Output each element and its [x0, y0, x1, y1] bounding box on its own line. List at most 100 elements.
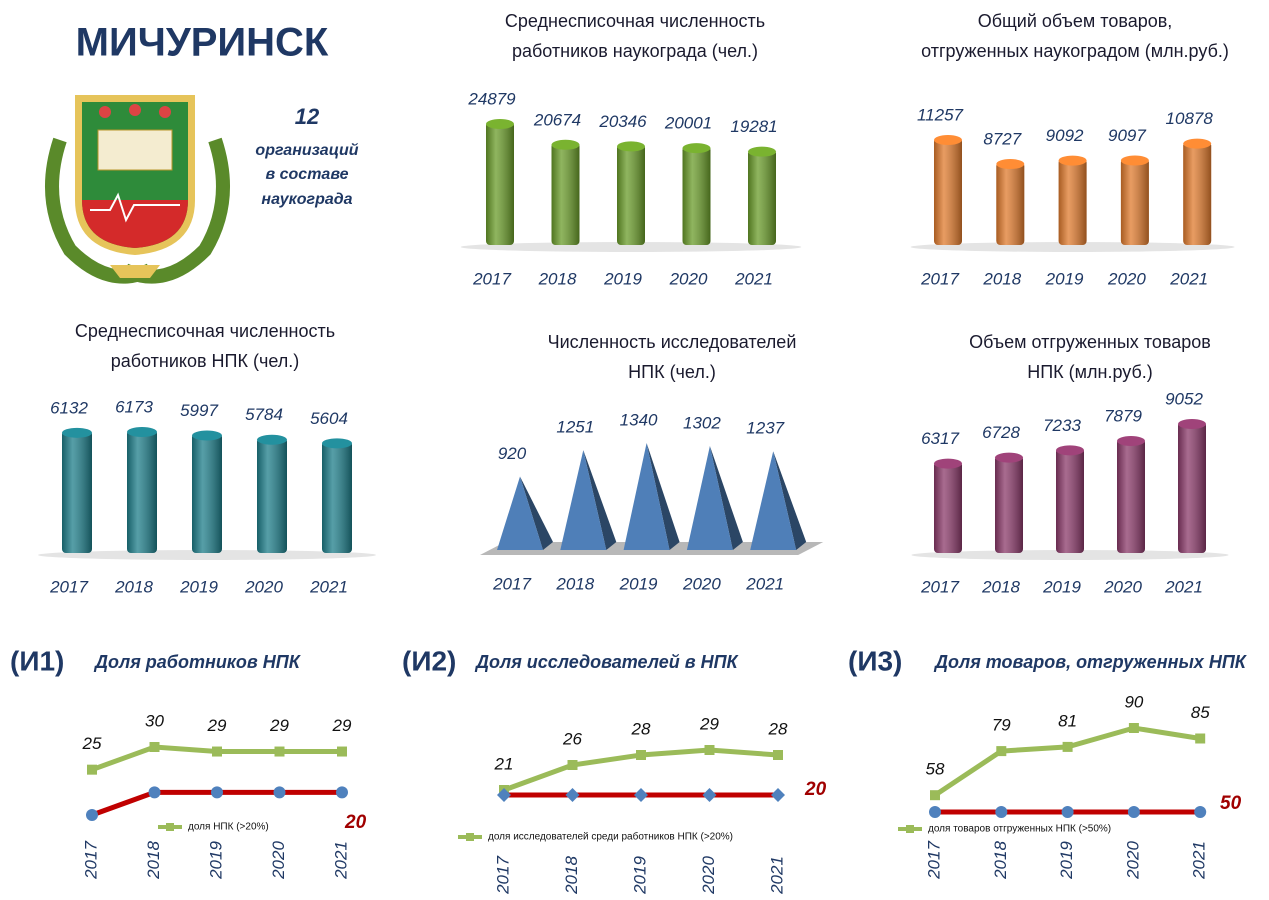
marker [274, 746, 285, 757]
bar-shade [322, 441, 352, 553]
bar-shade [748, 149, 776, 245]
marker [87, 764, 97, 775]
marker [929, 806, 941, 818]
floor-shadow [38, 550, 376, 560]
value-label: 7233 [1043, 416, 1081, 435]
x-tick-label: 2019 [1045, 269, 1084, 288]
legend-marker [466, 833, 474, 841]
note-number: 12 [295, 104, 320, 129]
bar-top [192, 430, 222, 441]
pyramid-side [709, 446, 743, 550]
bar-shade [617, 144, 645, 245]
x-tick-label: 2018 [114, 577, 153, 596]
marker [702, 788, 717, 802]
chart: (И3) Доля товаров, отгруженных НПК 2017 201… [848, 645, 1248, 880]
bar-shade [1117, 438, 1145, 553]
marker [565, 788, 580, 802]
x-tick-label: 2018 [555, 574, 594, 593]
value-label: 1237 [746, 419, 784, 438]
x-tick-label: 2018 [538, 269, 577, 288]
city-title: МИЧУРИНСК [76, 21, 329, 65]
value-label: 6317 [921, 429, 959, 448]
x-tick-label: 2019 [630, 856, 649, 895]
note-line: организаций [255, 142, 358, 159]
bar-shade [551, 142, 580, 245]
x-tick-label: 2017 [49, 577, 88, 596]
x-tick-label: 2020 [669, 269, 708, 288]
chart-title: Численность исследователей [548, 332, 797, 352]
pyramid [750, 451, 797, 550]
x-tick-label: 2021 [734, 269, 773, 288]
x-tick-label: 2018 [981, 577, 1020, 596]
floor-shadow [910, 242, 1235, 252]
bar-shade [682, 146, 711, 245]
value-label: 9097 [1108, 126, 1146, 145]
chart-title: НПК (млн.руб.) [1027, 362, 1153, 382]
value-label: 7879 [1104, 406, 1142, 425]
bar-shade [62, 430, 92, 553]
x-tick-label: 2017 [920, 269, 959, 288]
value-label: 21 [494, 754, 514, 773]
x-tick-label: 2020 [1107, 269, 1146, 288]
chart-title: отгруженных наукоградом (млн.руб.) [921, 41, 1229, 61]
value-label: 19281 [730, 117, 777, 136]
bar-top [257, 434, 287, 445]
series-line [933, 725, 1201, 798]
bar-top [322, 438, 352, 449]
threshold-label: 20 [804, 779, 827, 800]
bar-top [996, 159, 1025, 170]
chart-title: Доля исследователей в НПК [474, 652, 740, 672]
legend-label: доля товаров отгруженных НПК (>50%) [928, 824, 1111, 835]
value-label: 5997 [180, 401, 218, 420]
bar-shade [995, 455, 1023, 553]
x-tick-label: 2018 [991, 841, 1010, 880]
x-tick-label: 2020 [699, 856, 718, 895]
x-tick-label: 2018 [982, 269, 1021, 288]
chart-title: Среднесписочная численность [75, 321, 335, 341]
value-label: 29 [699, 714, 719, 733]
bar-top [617, 141, 645, 152]
note-line: наукограда [261, 191, 352, 208]
value-label: 1340 [620, 410, 658, 429]
x-tick-label: 2017 [924, 841, 943, 880]
value-label: 5604 [310, 409, 348, 428]
x-tick-label: 2020 [269, 841, 288, 880]
value-label: 20346 [598, 112, 647, 131]
marker [636, 750, 646, 760]
value-label: 58 [926, 760, 945, 779]
value-label: 28 [631, 719, 651, 738]
value-label: 81 [1058, 711, 1077, 730]
marker [704, 745, 715, 755]
x-tick-label: 2019 [1042, 577, 1081, 596]
chart: Объем отгруженных товаров НПК (млн.руб.) 6… [911, 332, 1229, 596]
marker [1061, 806, 1074, 818]
x-tick-label: 2019 [206, 841, 225, 880]
x-tick-label: 2017 [920, 577, 959, 596]
x-tick-label: 2020 [1123, 841, 1142, 880]
chart: Общий объем товаров, отгруженных наукогра… [910, 11, 1235, 288]
x-tick-label: 2017 [492, 574, 531, 593]
bar-top [62, 427, 92, 438]
bar-top [1117, 435, 1145, 446]
pyramid-side [773, 451, 807, 550]
x-tick-label: 2021 [331, 841, 350, 880]
pyramid [686, 446, 733, 550]
bar-shade [934, 461, 962, 553]
bar-shade [1058, 158, 1087, 245]
bar-top [551, 139, 580, 150]
marker [930, 790, 940, 801]
bar-top [127, 427, 157, 437]
x-tick-label: 2019 [179, 577, 218, 596]
bar-top [682, 143, 711, 154]
bar-top [934, 458, 962, 469]
legend-marker [166, 823, 174, 831]
bar-shade [934, 138, 962, 245]
x-tick-label: 2020 [682, 574, 721, 593]
bar-top [1120, 155, 1149, 166]
chart-title: Доля товаров, отгруженных НПК [933, 652, 1248, 672]
bar-top [1058, 155, 1087, 166]
value-label: 6173 [115, 397, 153, 416]
marker [86, 809, 98, 821]
chart-title: НПК (чел.) [628, 362, 716, 382]
chart-title: Доля работников НПК [93, 652, 302, 672]
